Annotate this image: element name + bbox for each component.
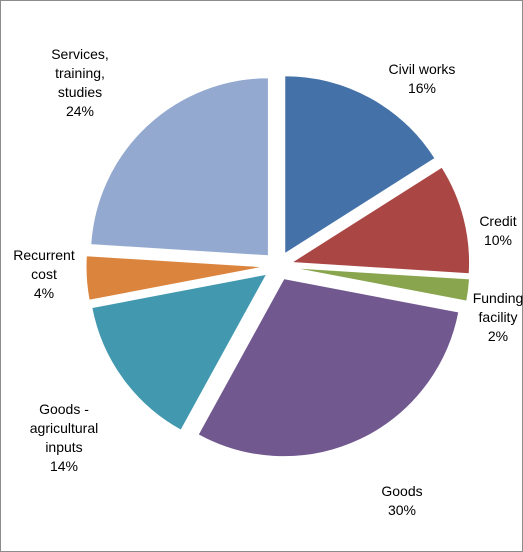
- slice-label-line: Services,: [51, 46, 109, 62]
- pie-slice-civil-works: [284, 75, 436, 255]
- slice-label-civil-works: Civil works 16%: [389, 61, 456, 96]
- slice-label-line: 2%: [488, 328, 508, 344]
- slice-label-line: cost: [31, 266, 57, 282]
- slice-label-line: Civil works: [389, 61, 456, 77]
- slice-label-line: facility: [479, 309, 518, 325]
- slice-label-line: 24%: [66, 103, 94, 119]
- slice-label-services: Services, training, studies 24%: [51, 46, 109, 119]
- slice-label-line: training,: [55, 65, 105, 81]
- slice-label-line: 14%: [50, 458, 78, 474]
- slice-label-line: Goods: [381, 483, 422, 499]
- slice-label-line: 30%: [388, 502, 416, 518]
- slice-label-line: Recurrent: [13, 247, 75, 263]
- slice-label-goods: Goods - agricultural inputs 14%: [30, 401, 98, 474]
- pie-slice-credit: [289, 166, 471, 275]
- slice-label-line: studies: [58, 84, 102, 100]
- slice-label-recurrent: Recurrent cost 4%: [13, 247, 75, 301]
- pie-slice-services: [90, 77, 269, 257]
- pie-slice-funding: [291, 267, 471, 302]
- pie-slice-recurrent: [85, 255, 265, 301]
- slice-label-line: 10%: [484, 232, 512, 248]
- slice-label-line: agricultural: [30, 420, 98, 436]
- slice-label-line: Credit: [479, 213, 516, 229]
- slice-label-funding: Funding facility 2%: [473, 290, 523, 344]
- slice-label-line: 16%: [408, 80, 436, 96]
- slice-label-line: Goods -: [39, 401, 89, 417]
- slice-label-line: inputs: [45, 439, 82, 455]
- pie-slice-goods: [197, 278, 460, 458]
- slice-label-goods: Goods 30%: [381, 483, 422, 518]
- slice-label-credit: Credit 10%: [479, 213, 516, 248]
- slice-label-line: Funding: [473, 290, 523, 306]
- slice-label-line: 4%: [34, 285, 54, 301]
- pie-slice-goods: [91, 273, 268, 431]
